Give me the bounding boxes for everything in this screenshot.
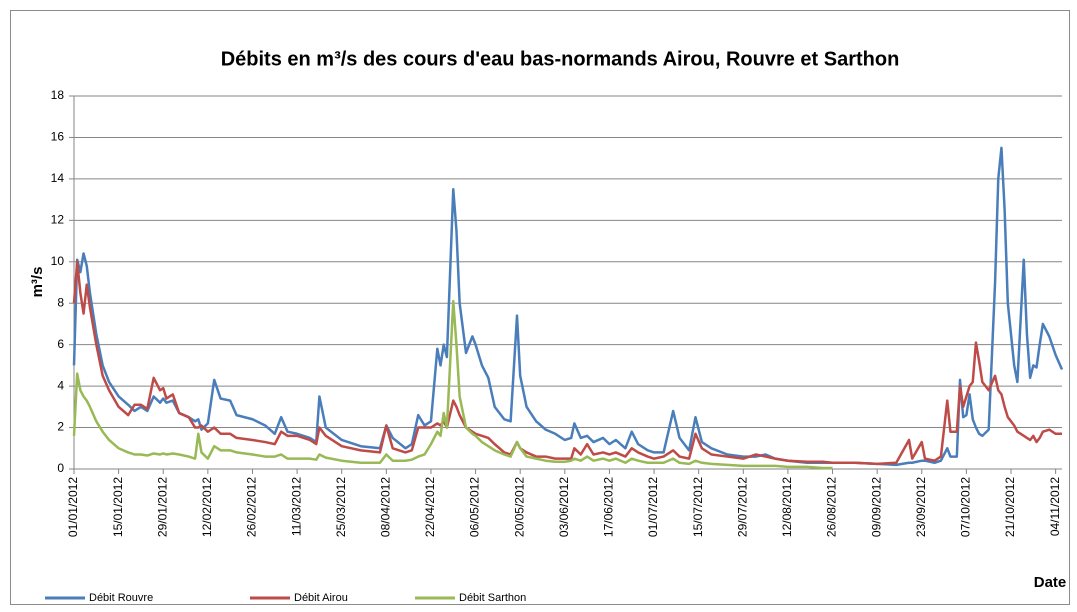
series-line <box>72 299 833 470</box>
x-tick-label: 17/06/2012 <box>602 477 616 537</box>
x-tick-label: 15/07/2012 <box>691 477 705 537</box>
y-tick-label: 4 <box>57 378 64 392</box>
x-tick-label: 15/01/2012 <box>111 477 125 537</box>
x-tick-label: 20/05/2012 <box>512 477 526 537</box>
y-tick-label: 8 <box>57 295 64 309</box>
x-axis-label: Date <box>1034 574 1067 591</box>
y-tick-label: 14 <box>51 171 65 185</box>
x-tick-label: 04/11/2012 <box>1048 477 1062 536</box>
x-tick-label: 11/03/2012 <box>289 477 303 536</box>
series-line <box>72 146 1064 467</box>
x-tick-label: 03/06/2012 <box>557 477 571 537</box>
legend-label: Débit Airou <box>294 592 348 604</box>
x-tick-label: 09/09/2012 <box>869 477 883 537</box>
x-tick-label: 26/02/2012 <box>245 477 259 537</box>
x-tick-label: 25/03/2012 <box>334 477 348 537</box>
x-tick-label: 12/02/2012 <box>200 477 214 537</box>
x-tick-label: 08/04/2012 <box>379 477 393 537</box>
chart-title: Débits en m³/s des cours d'eau bas-norma… <box>221 48 900 70</box>
y-tick-label: 12 <box>51 213 65 227</box>
x-tick-label: 22/04/2012 <box>423 477 437 537</box>
x-tick-label: 21/10/2012 <box>1003 477 1017 537</box>
x-tick-label: 26/08/2012 <box>825 477 839 537</box>
series-line <box>72 260 1062 466</box>
y-tick-label: 16 <box>51 130 65 144</box>
x-tick-label: 01/01/2012 <box>66 477 80 537</box>
x-tick-label: 01/07/2012 <box>646 477 660 537</box>
x-tick-label: 06/05/2012 <box>468 477 482 537</box>
legend-label: Débit Sarthon <box>459 592 526 604</box>
x-tick-label: 23/09/2012 <box>914 477 928 537</box>
y-tick-label: 6 <box>57 337 64 351</box>
x-tick-label: 29/01/2012 <box>155 477 169 537</box>
y-axis-label: m³/s <box>29 267 46 298</box>
y-tick-label: 18 <box>51 88 65 102</box>
x-tick-label: 29/07/2012 <box>735 477 749 537</box>
chart-frame <box>10 10 1070 605</box>
y-tick-label: 0 <box>57 461 64 475</box>
y-tick-label: 10 <box>51 254 65 268</box>
x-tick-label: 07/10/2012 <box>959 477 973 537</box>
x-tick-label: 12/08/2012 <box>780 477 794 537</box>
legend-label: Débit Rouvre <box>89 592 153 604</box>
y-tick-label: 2 <box>57 420 64 434</box>
